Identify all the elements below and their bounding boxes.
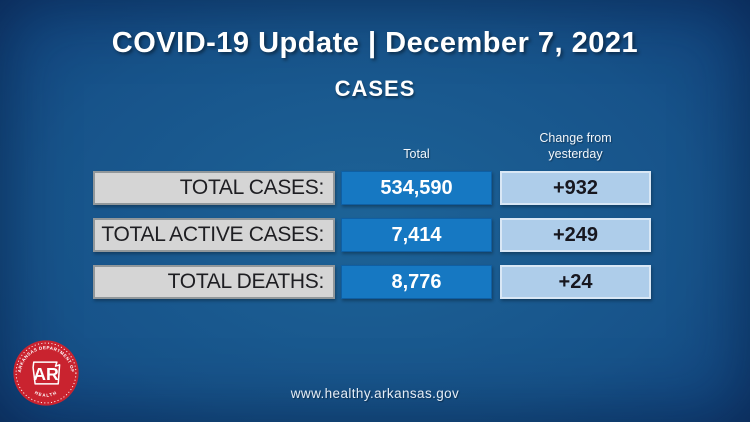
svg-text:HEALTH: HEALTH bbox=[34, 390, 58, 398]
section-title-cases: CASES bbox=[334, 76, 416, 101]
column-header-total: Total bbox=[403, 147, 430, 161]
row-change-total-cases: +932 bbox=[500, 171, 651, 205]
column-header-change-line1: Change from bbox=[539, 131, 612, 145]
logo-state-outline bbox=[32, 361, 61, 385]
row-value-total-deaths: 8,776 bbox=[341, 265, 492, 299]
table-row: TOTAL ACTIVE CASES: 7,414 +249 bbox=[93, 218, 651, 252]
logo-monogram: AR bbox=[33, 364, 59, 384]
row-label-total-deaths: TOTAL DEATHS: bbox=[93, 265, 335, 299]
row-label-active-cases: TOTAL ACTIVE CASES: bbox=[93, 218, 335, 252]
page-title: COVID-19 Update | December 7, 2021 bbox=[111, 27, 639, 59]
column-header-change: Change from yesterday bbox=[500, 130, 651, 163]
row-change-active-cases: +249 bbox=[500, 218, 651, 252]
table-row: TOTAL CASES: 534,590 +932 bbox=[93, 171, 651, 205]
row-value-total-cases: 534,590 bbox=[341, 171, 492, 205]
row-change-total-deaths: +24 bbox=[500, 265, 651, 299]
arkansas-department-of-health-logo-icon: ARKANSAS DEPARTMENT OF HEALTH AR bbox=[13, 340, 79, 406]
column-header-change-line2: yesterday bbox=[548, 147, 603, 162]
table-row: TOTAL DEATHS: 8,776 +24 bbox=[93, 265, 651, 299]
stats-table: TOTAL CASES: 534,590 +932 TOTAL ACTIVE C… bbox=[93, 171, 651, 299]
row-label-total-cases: TOTAL CASES: bbox=[93, 171, 335, 205]
logo-arc-bottom-text: HEALTH bbox=[34, 390, 57, 398]
row-value-active-cases: 7,414 bbox=[341, 218, 492, 252]
website-url: www.healthy.arkansas.gov bbox=[290, 386, 460, 401]
